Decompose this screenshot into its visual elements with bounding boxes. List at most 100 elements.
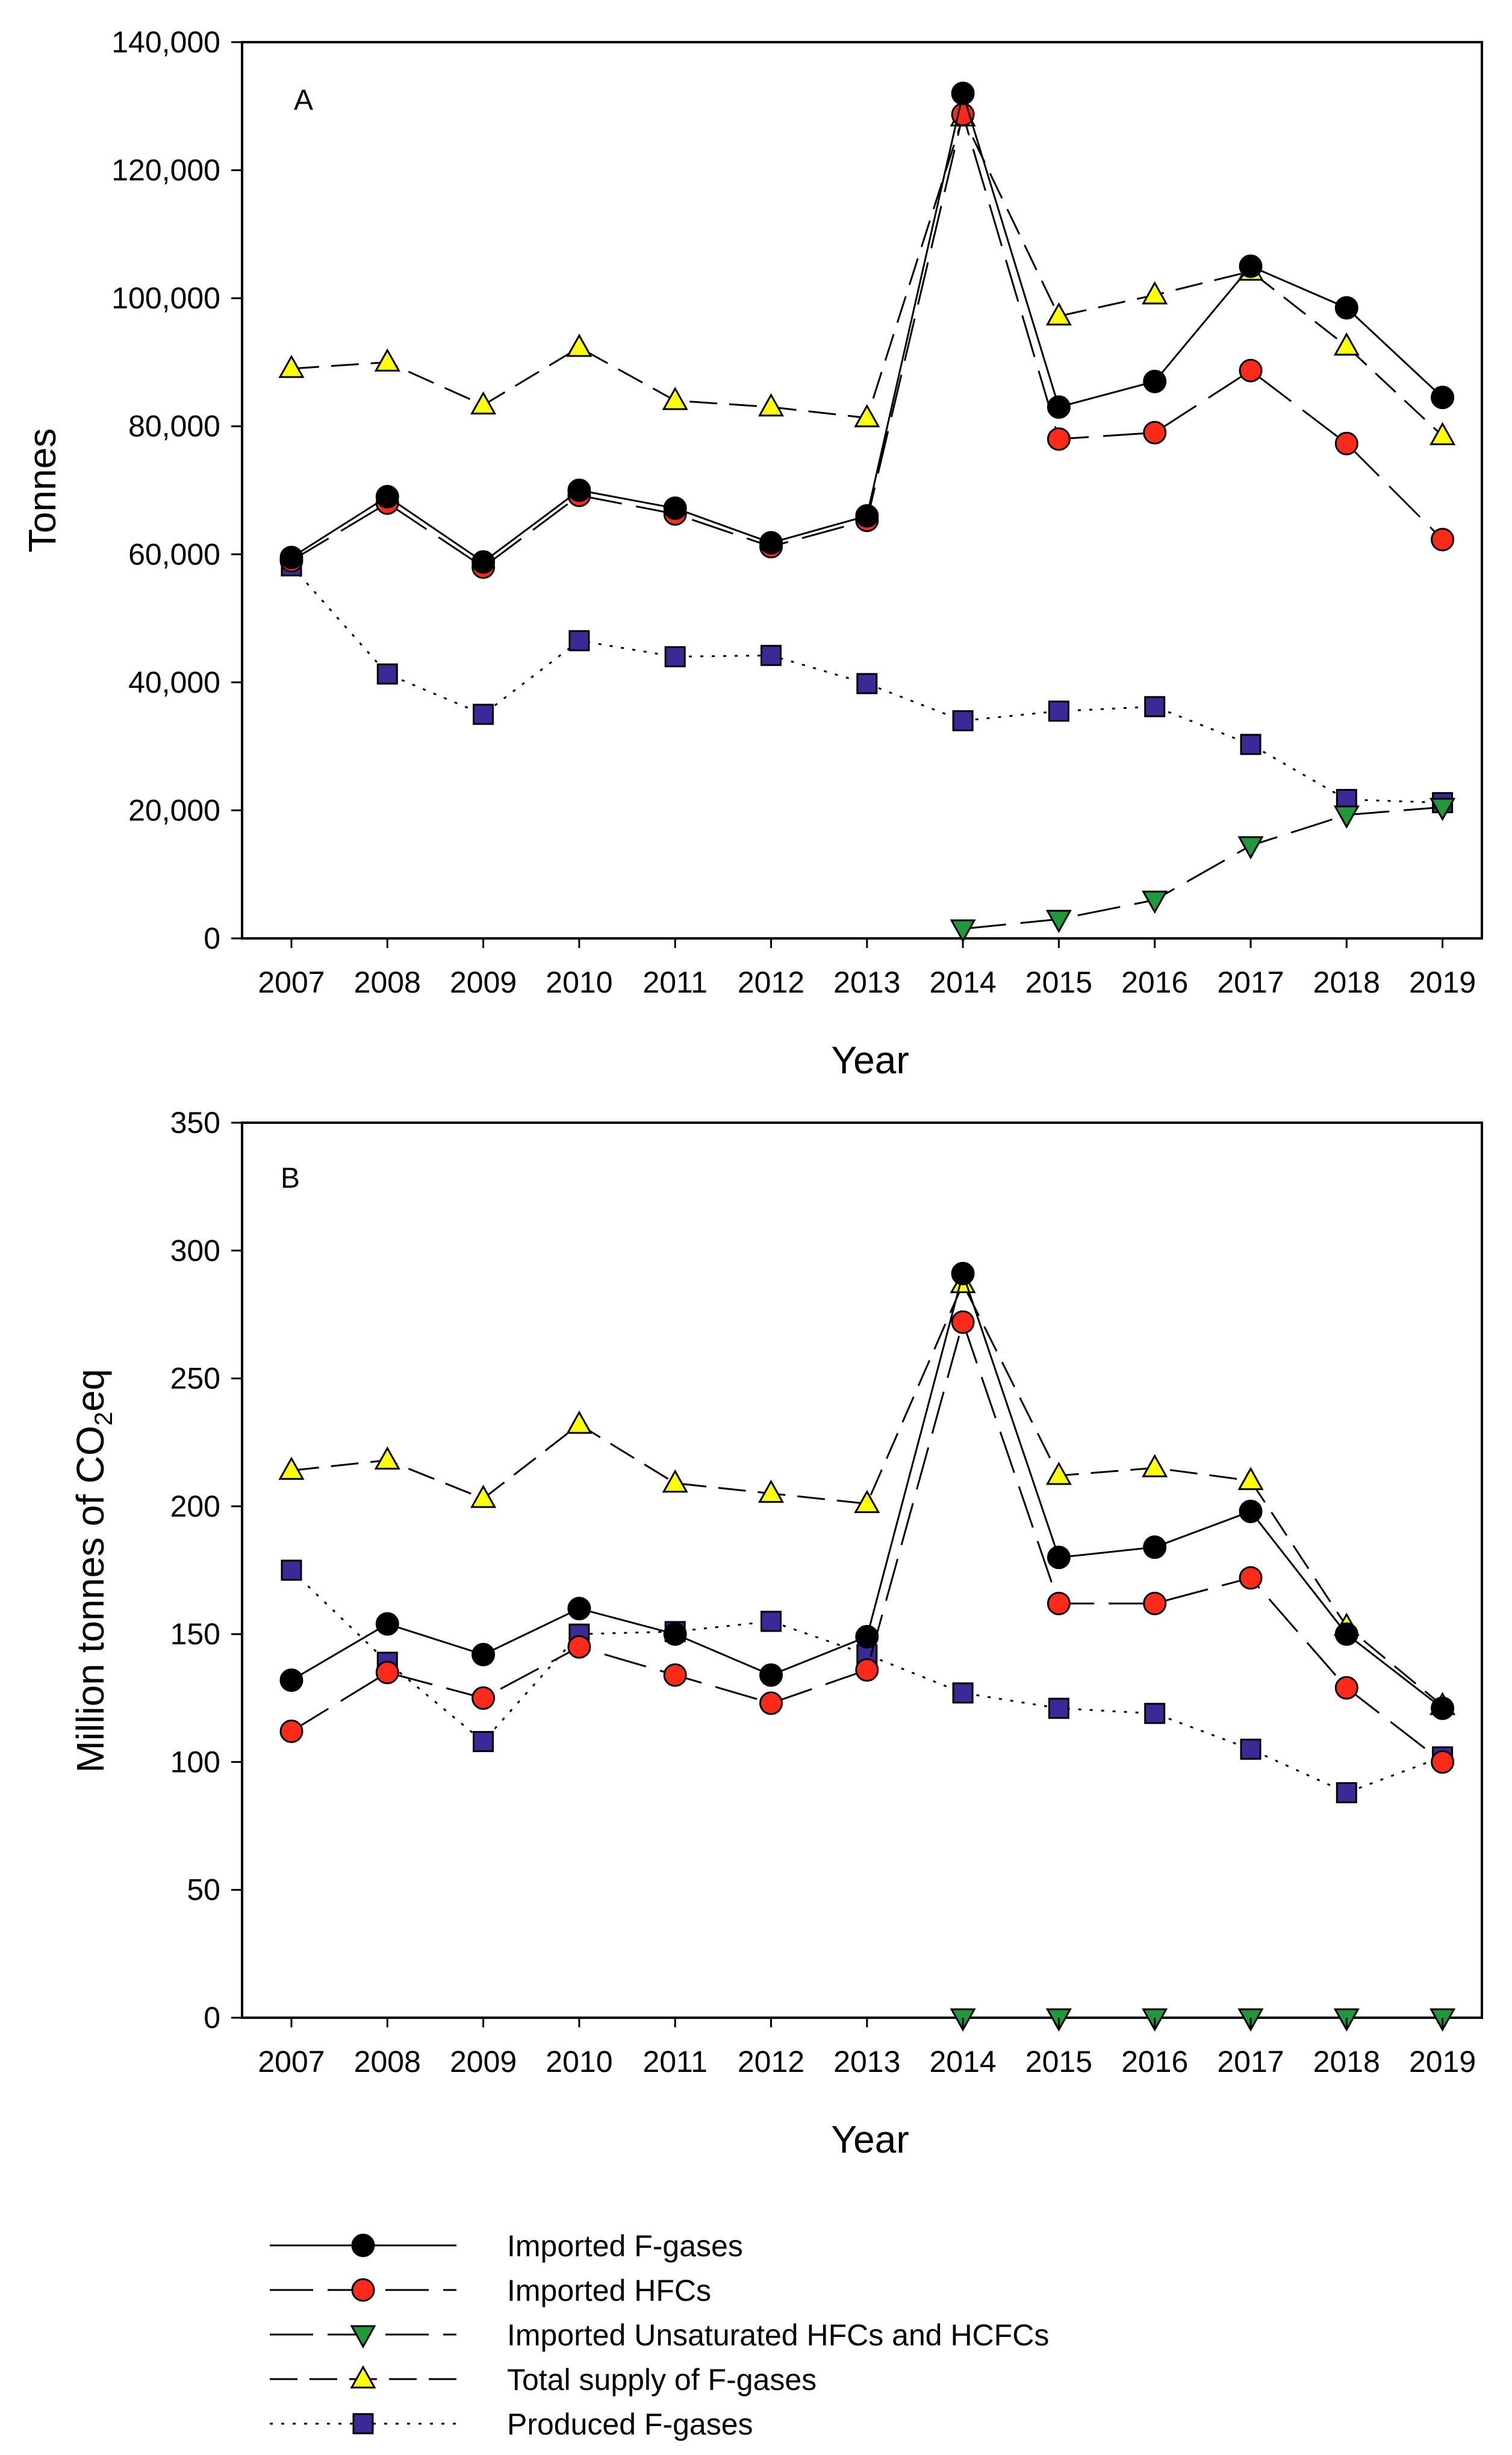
- x-tick-label: 2014: [929, 965, 996, 999]
- x-tick-label: 2018: [1313, 2045, 1380, 2079]
- data-point-imported-f-gases: [1431, 1696, 1455, 1720]
- data-point-imported-hfcs: [1334, 431, 1358, 455]
- legend-label-imported-hfcs: Imported HFCs: [507, 2274, 711, 2307]
- x-axis-ticks-a: 2007 2008 2009 2010 2011 2012 2013 2014 2015 2016…: [258, 938, 1476, 999]
- x-tick-label: 2013: [833, 2045, 900, 2079]
- y-tick-label: 300: [170, 1234, 220, 1267]
- data-point-total-supply-of-f-gases: [1142, 281, 1168, 305]
- data-point-imported-f-gases: [855, 504, 879, 528]
- data-point-imported-f-gases: [951, 1261, 975, 1285]
- data-point-imported-hfcs: [951, 102, 975, 126]
- legend-marker-imported-hfcs: [351, 2278, 375, 2302]
- data-point-total-supply-of-f-gases: [374, 1446, 400, 1470]
- data-point-imported-unsaturated-hfcs-and-hcfcs: [950, 919, 976, 943]
- data-point-total-supply-of-f-gases: [1045, 302, 1072, 326]
- y-axis-title-b: Million tonnes of CO2eq: [69, 1369, 117, 1773]
- data-point-imported-f-gases: [1239, 254, 1263, 278]
- series-line-imported-unsaturated-hfcs-and-hcfcs: [962, 806, 1443, 930]
- y-tick-label: 0: [204, 922, 220, 955]
- chart-panel-a: A 0 20,000 40,000 60,000 80,000 100,000 120,00…: [20, 25, 1483, 1082]
- data-point-total-supply-of-f-gases: [1142, 1454, 1168, 1477]
- data-point-imported-f-gases: [567, 1597, 591, 1621]
- data-point-imported-unsaturated-hfcs-and-hcfcs: [1237, 836, 1264, 859]
- y-tick-label: 120,000: [111, 154, 220, 187]
- series-line-total-supply-of-f-gases: [291, 116, 1443, 437]
- data-point-imported-f-gases: [375, 1612, 399, 1636]
- x-tick-label: 2017: [1217, 965, 1284, 999]
- data-point-imported-f-gases: [1143, 369, 1167, 393]
- data-point-produced-f-gases: [1048, 700, 1069, 722]
- data-point-produced-f-gases: [1048, 1697, 1069, 1719]
- x-tick-label: 2010: [546, 965, 612, 999]
- data-point-imported-unsaturated-hfcs-and-hcfcs: [1333, 805, 1360, 829]
- data-point-total-supply-of-f-gases: [470, 1485, 497, 1508]
- data-point-imported-f-gases: [663, 496, 687, 520]
- data-point-produced-f-gases: [1144, 1703, 1166, 1724]
- data-point-imported-hfcs: [375, 1661, 399, 1685]
- y-tick-label: 20,000: [128, 793, 220, 827]
- data-point-imported-hfcs: [471, 1686, 496, 1710]
- data-point-imported-f-gases: [1143, 1535, 1167, 1559]
- legend-marker-imported-unsaturated-hfcs-and-hcfcs: [350, 2325, 376, 2349]
- y-axis-title-a: Tonnes: [20, 428, 64, 552]
- data-point-imported-f-gases: [1239, 1499, 1263, 1523]
- data-point-produced-f-gases: [1336, 1782, 1357, 1803]
- x-axis-title-b: Year: [831, 2118, 909, 2161]
- y-axis-ticks-b: 0 50 100 150 200 250 300 350: [170, 1106, 242, 2035]
- x-tick-label: 2015: [1025, 965, 1092, 999]
- data-point-imported-hfcs: [855, 1658, 879, 1682]
- data-point-imported-f-gases: [471, 1642, 496, 1667]
- data-point-total-supply-of-f-gases: [566, 333, 593, 357]
- x-tick-label: 2018: [1313, 965, 1380, 999]
- data-point-imported-f-gases: [375, 485, 399, 509]
- data-point-imported-f-gases: [759, 531, 783, 555]
- data-point-imported-hfcs: [1431, 528, 1455, 552]
- data-point-produced-f-gases: [856, 673, 878, 694]
- data-point-total-supply-of-f-gases: [566, 1410, 593, 1434]
- x-tick-label: 2008: [354, 2045, 421, 2079]
- data-point-produced-f-gases: [952, 710, 974, 732]
- data-point-total-supply-of-f-gases: [662, 1469, 688, 1493]
- data-point-total-supply-of-f-gases: [662, 387, 688, 410]
- x-tick-label: 2007: [258, 965, 325, 999]
- y-tick-label: 100,000: [111, 281, 220, 315]
- x-tick-label: 2013: [833, 965, 900, 999]
- y-axis-title-b-tail: eq: [69, 1369, 112, 1412]
- legend: Imported F-gases Imported HFCs Imported Un…: [270, 2229, 1049, 2441]
- series-line-imported-hfcs: [291, 1321, 1443, 1763]
- chart-panel-b: B 0 50 100 150 200 250 300 350 2007 2008 2009 2010…: [69, 1106, 1483, 2161]
- data-point-produced-f-gases: [473, 703, 494, 725]
- x-tick-label: 2011: [642, 2045, 708, 2079]
- y-tick-label: 350: [170, 1106, 220, 1140]
- series-line-imported-f-gases: [291, 92, 1443, 563]
- x-tick-label: 2010: [546, 2045, 612, 2079]
- data-point-produced-f-gases: [376, 663, 398, 685]
- data-point-imported-f-gases: [279, 546, 303, 570]
- data-point-imported-f-gases: [1047, 1546, 1071, 1570]
- y-tick-label: 200: [170, 1490, 220, 1523]
- data-point-total-supply-of-f-gases: [1333, 332, 1360, 356]
- data-point-imported-f-gases: [471, 550, 496, 574]
- x-tick-label: 2016: [1121, 965, 1188, 999]
- data-point-produced-f-gases: [1144, 696, 1166, 717]
- data-point-total-supply-of-f-gases: [278, 1456, 305, 1480]
- data-point-imported-f-gases: [855, 1624, 879, 1649]
- data-point-produced-f-gases: [281, 1559, 302, 1581]
- data-point-produced-f-gases: [761, 644, 782, 666]
- data-point-imported-f-gases: [951, 81, 975, 105]
- y-tick-label: 60,000: [128, 537, 220, 571]
- data-point-imported-hfcs: [759, 1691, 783, 1715]
- x-tick-label: 2017: [1217, 2045, 1284, 2079]
- data-point-total-supply-of-f-gases: [854, 1490, 880, 1514]
- data-point-imported-hfcs: [1047, 427, 1071, 451]
- x-tick-label: 2012: [738, 965, 804, 999]
- y-tick-label: 50: [187, 1873, 220, 1907]
- data-point-imported-hfcs: [1431, 1750, 1455, 1774]
- y-tick-label: 100: [170, 1745, 220, 1779]
- data-point-total-supply-of-f-gases: [470, 391, 497, 415]
- data-point-imported-hfcs: [1143, 420, 1167, 445]
- data-point-produced-f-gases: [761, 1611, 782, 1632]
- plot-frame-a: [241, 41, 1483, 940]
- data-point-imported-hfcs: [279, 1719, 303, 1743]
